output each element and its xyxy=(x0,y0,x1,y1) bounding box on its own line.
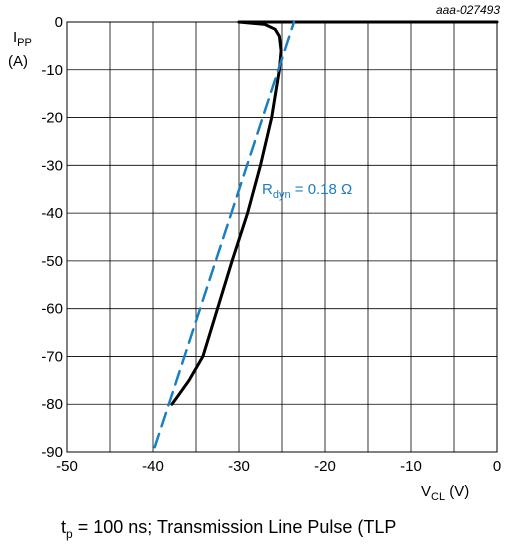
y-tick-label: -70 xyxy=(41,348,63,365)
x-tick-label: -20 xyxy=(314,458,336,475)
figure-id: aaa-027493 xyxy=(436,3,500,17)
x-tick-label: -10 xyxy=(400,458,422,475)
y-tick-label: -10 xyxy=(41,62,63,79)
y-tick-label: -50 xyxy=(41,253,63,270)
y-tick-label: -60 xyxy=(41,301,63,318)
y-tick-label: 0 xyxy=(55,14,63,31)
y-tick-labels: 0 -10 -20 -30 -40 -50 -60 -70 -80 -90 xyxy=(41,14,63,461)
rdyn-fit-line xyxy=(153,20,296,449)
x-tick-label: -40 xyxy=(142,458,164,475)
y-tick-label: -80 xyxy=(41,396,63,413)
rdyn-annotation: Rdyn = 0.18 Ω xyxy=(262,181,352,201)
tlp-iv-curve xyxy=(170,20,283,406)
test-condition-caption: tp = 100 ns; Transmission Line Pulse (TL… xyxy=(61,517,396,541)
x-tick-labels: -50 -40 -30 -20 -10 0 xyxy=(56,458,501,475)
y-tick-label: -30 xyxy=(41,157,63,174)
y-tick-label: -40 xyxy=(41,205,63,222)
y-tick-label: -20 xyxy=(41,110,63,127)
x-axis-label: VCL (V) xyxy=(421,483,469,503)
x-tick-label: 0 xyxy=(493,458,501,475)
x-tick-label: -50 xyxy=(56,458,78,475)
series-layer xyxy=(153,20,499,449)
grid-lines xyxy=(66,21,498,453)
y-tick-label: -90 xyxy=(41,444,63,461)
y-axis-label: IPP xyxy=(13,29,32,49)
y-axis-unit: (A) xyxy=(8,53,28,70)
x-tick-label: -30 xyxy=(228,458,250,475)
